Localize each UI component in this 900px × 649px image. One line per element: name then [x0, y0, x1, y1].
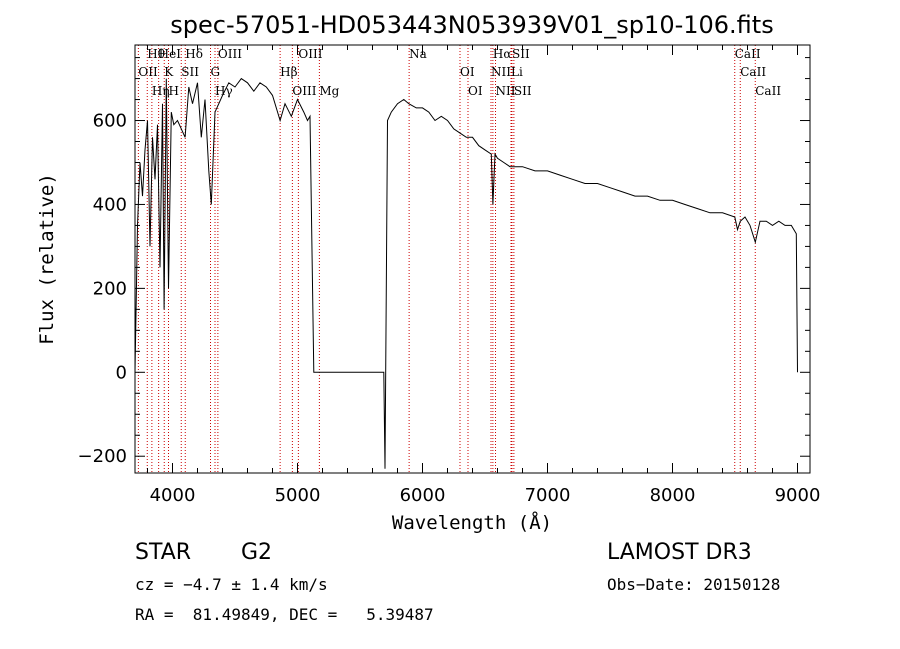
emission-line-label: Hα [493, 47, 512, 61]
obs-date-label: Obs−Date: 20150128 [607, 575, 781, 594]
emission-line-label: HeI [159, 47, 182, 61]
emission-line-label: CaII [755, 84, 781, 98]
emission-lines [137, 45, 756, 473]
emission-line-label: OI [468, 84, 483, 98]
emission-line-label: Hβ [280, 65, 297, 79]
y-tick-label: 200 [93, 278, 127, 299]
x-tick-label: 8000 [650, 485, 696, 506]
emission-line-label: SII [514, 84, 532, 98]
emission-line-label: CaII [740, 65, 766, 79]
emission-line-label: SII [512, 47, 530, 61]
object-class: STAR [135, 540, 192, 565]
emission-line-label: OIII [292, 84, 316, 98]
line-labels: HθOIIHηHeIKHHδSIIHγOIIIGOIIIOIIIHβMgNaOI… [138, 47, 781, 98]
object-subclass: G2 [241, 540, 273, 565]
y-axis-label: Flux (relative) [36, 173, 58, 345]
emission-line-label: SII [181, 65, 199, 79]
y-axis-ticks: −200 0 200 400 600 [78, 57, 810, 467]
emission-line-label: OII [138, 65, 158, 79]
emission-line-label: Hη [152, 84, 170, 98]
x-axis-ticks: 4000 5000 6000 7000 8000 9000 [147, 45, 821, 506]
x-tick-label: 7000 [525, 485, 571, 506]
emission-line-label: Hγ [215, 84, 233, 98]
emission-line-label: NII [496, 84, 516, 98]
emission-line-label: Li [511, 65, 523, 79]
y-tick-label: 600 [93, 111, 127, 132]
x-tick-label: 5000 [275, 485, 321, 506]
emission-line-label: OIII [218, 47, 242, 61]
emission-line-label: G [211, 65, 221, 79]
x-axis-label: Wavelength (Å) [392, 511, 552, 534]
spectrum-line [134, 77, 798, 469]
emission-line-label: K [164, 65, 174, 79]
y-tick-label: −200 [78, 446, 127, 467]
y-tick-label: 400 [93, 194, 127, 215]
emission-line-label: Mg [319, 84, 339, 98]
emission-line-label: Hδ [185, 47, 203, 61]
survey-label: LAMOST DR3 [607, 540, 752, 565]
chart-title: spec-57051-HD053443N053939V01_sp10-106.f… [170, 11, 773, 39]
x-tick-label: 4000 [150, 485, 196, 506]
emission-line-label: Na [409, 47, 427, 61]
y-tick-label: 0 [116, 362, 127, 383]
emission-line-label: OIII [298, 47, 322, 61]
emission-line-label: OI [460, 65, 475, 79]
x-tick-label: 9000 [775, 485, 821, 506]
plot-frame [134, 44, 811, 474]
x-tick-label: 6000 [400, 485, 446, 506]
emission-line-label: Hθ [147, 47, 165, 61]
emission-line-label: CaII [735, 47, 761, 61]
redshift-label: cz = −4.7 ± 1.4 km/s [135, 575, 328, 594]
emission-line-label: NII [491, 65, 511, 79]
coordinates-label: RA = 81.49849, DEC = 5.39487 [135, 605, 434, 624]
emission-line-label: H [169, 84, 179, 98]
